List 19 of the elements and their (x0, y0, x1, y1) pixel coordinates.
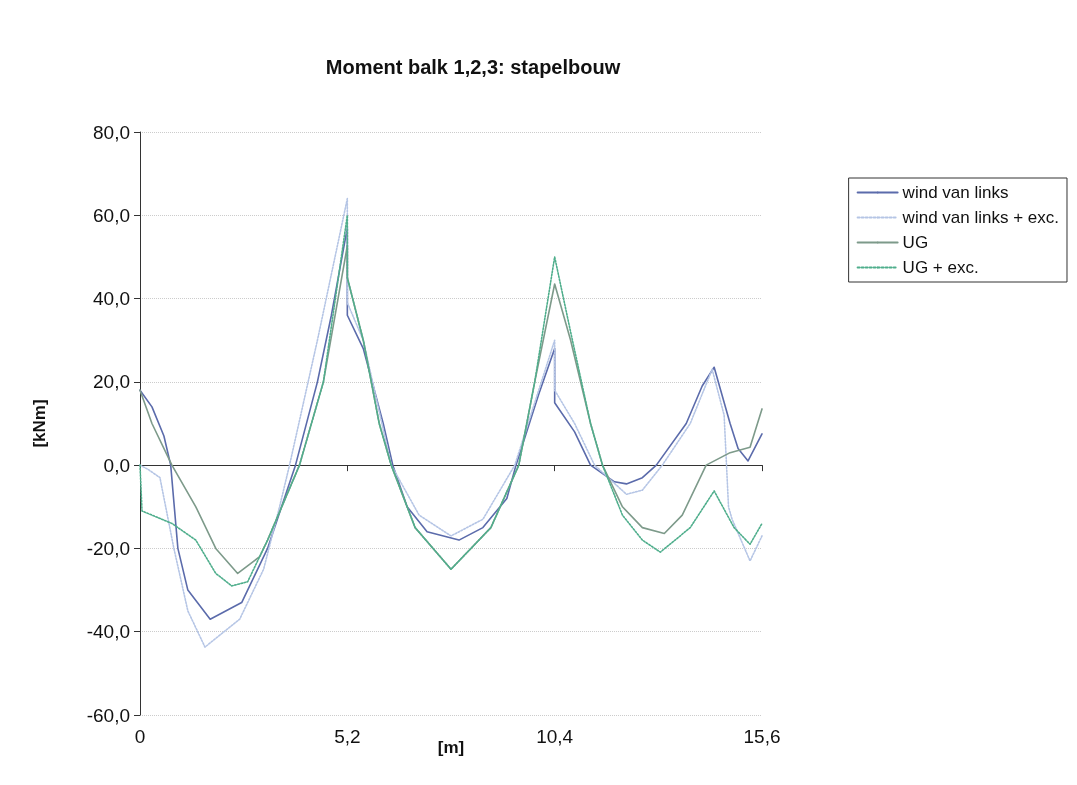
x-tick-label: 5,2 (334, 726, 361, 747)
y-axis-title: [kNm] (30, 399, 49, 448)
legend-label: wind van links + exc. (901, 208, 1060, 227)
legend-label: wind van links (901, 183, 1009, 202)
y-tick-label: -40,0 (86, 621, 130, 643)
y-tick-label: 60,0 (93, 204, 130, 226)
y-tick-label: 40,0 (93, 288, 130, 310)
x-axis-title: [m] (437, 738, 465, 757)
y-tick-label: -20,0 (86, 537, 130, 559)
legend-label: UG (902, 233, 929, 252)
y-tick-label: 0,0 (103, 454, 130, 476)
legend-label: UG + exc. (902, 258, 979, 277)
x-tick-label: 0 (134, 726, 146, 747)
y-tick-label: -60,0 (86, 704, 130, 726)
x-tick-label: 10,4 (536, 726, 574, 747)
y-tick-label: 20,0 (93, 371, 130, 393)
x-tick-label: 15,6 (743, 726, 781, 747)
y-tick-label: 80,0 (93, 121, 130, 143)
chart-title: Moment balk 1,2,3: stapelbouw (325, 56, 621, 78)
